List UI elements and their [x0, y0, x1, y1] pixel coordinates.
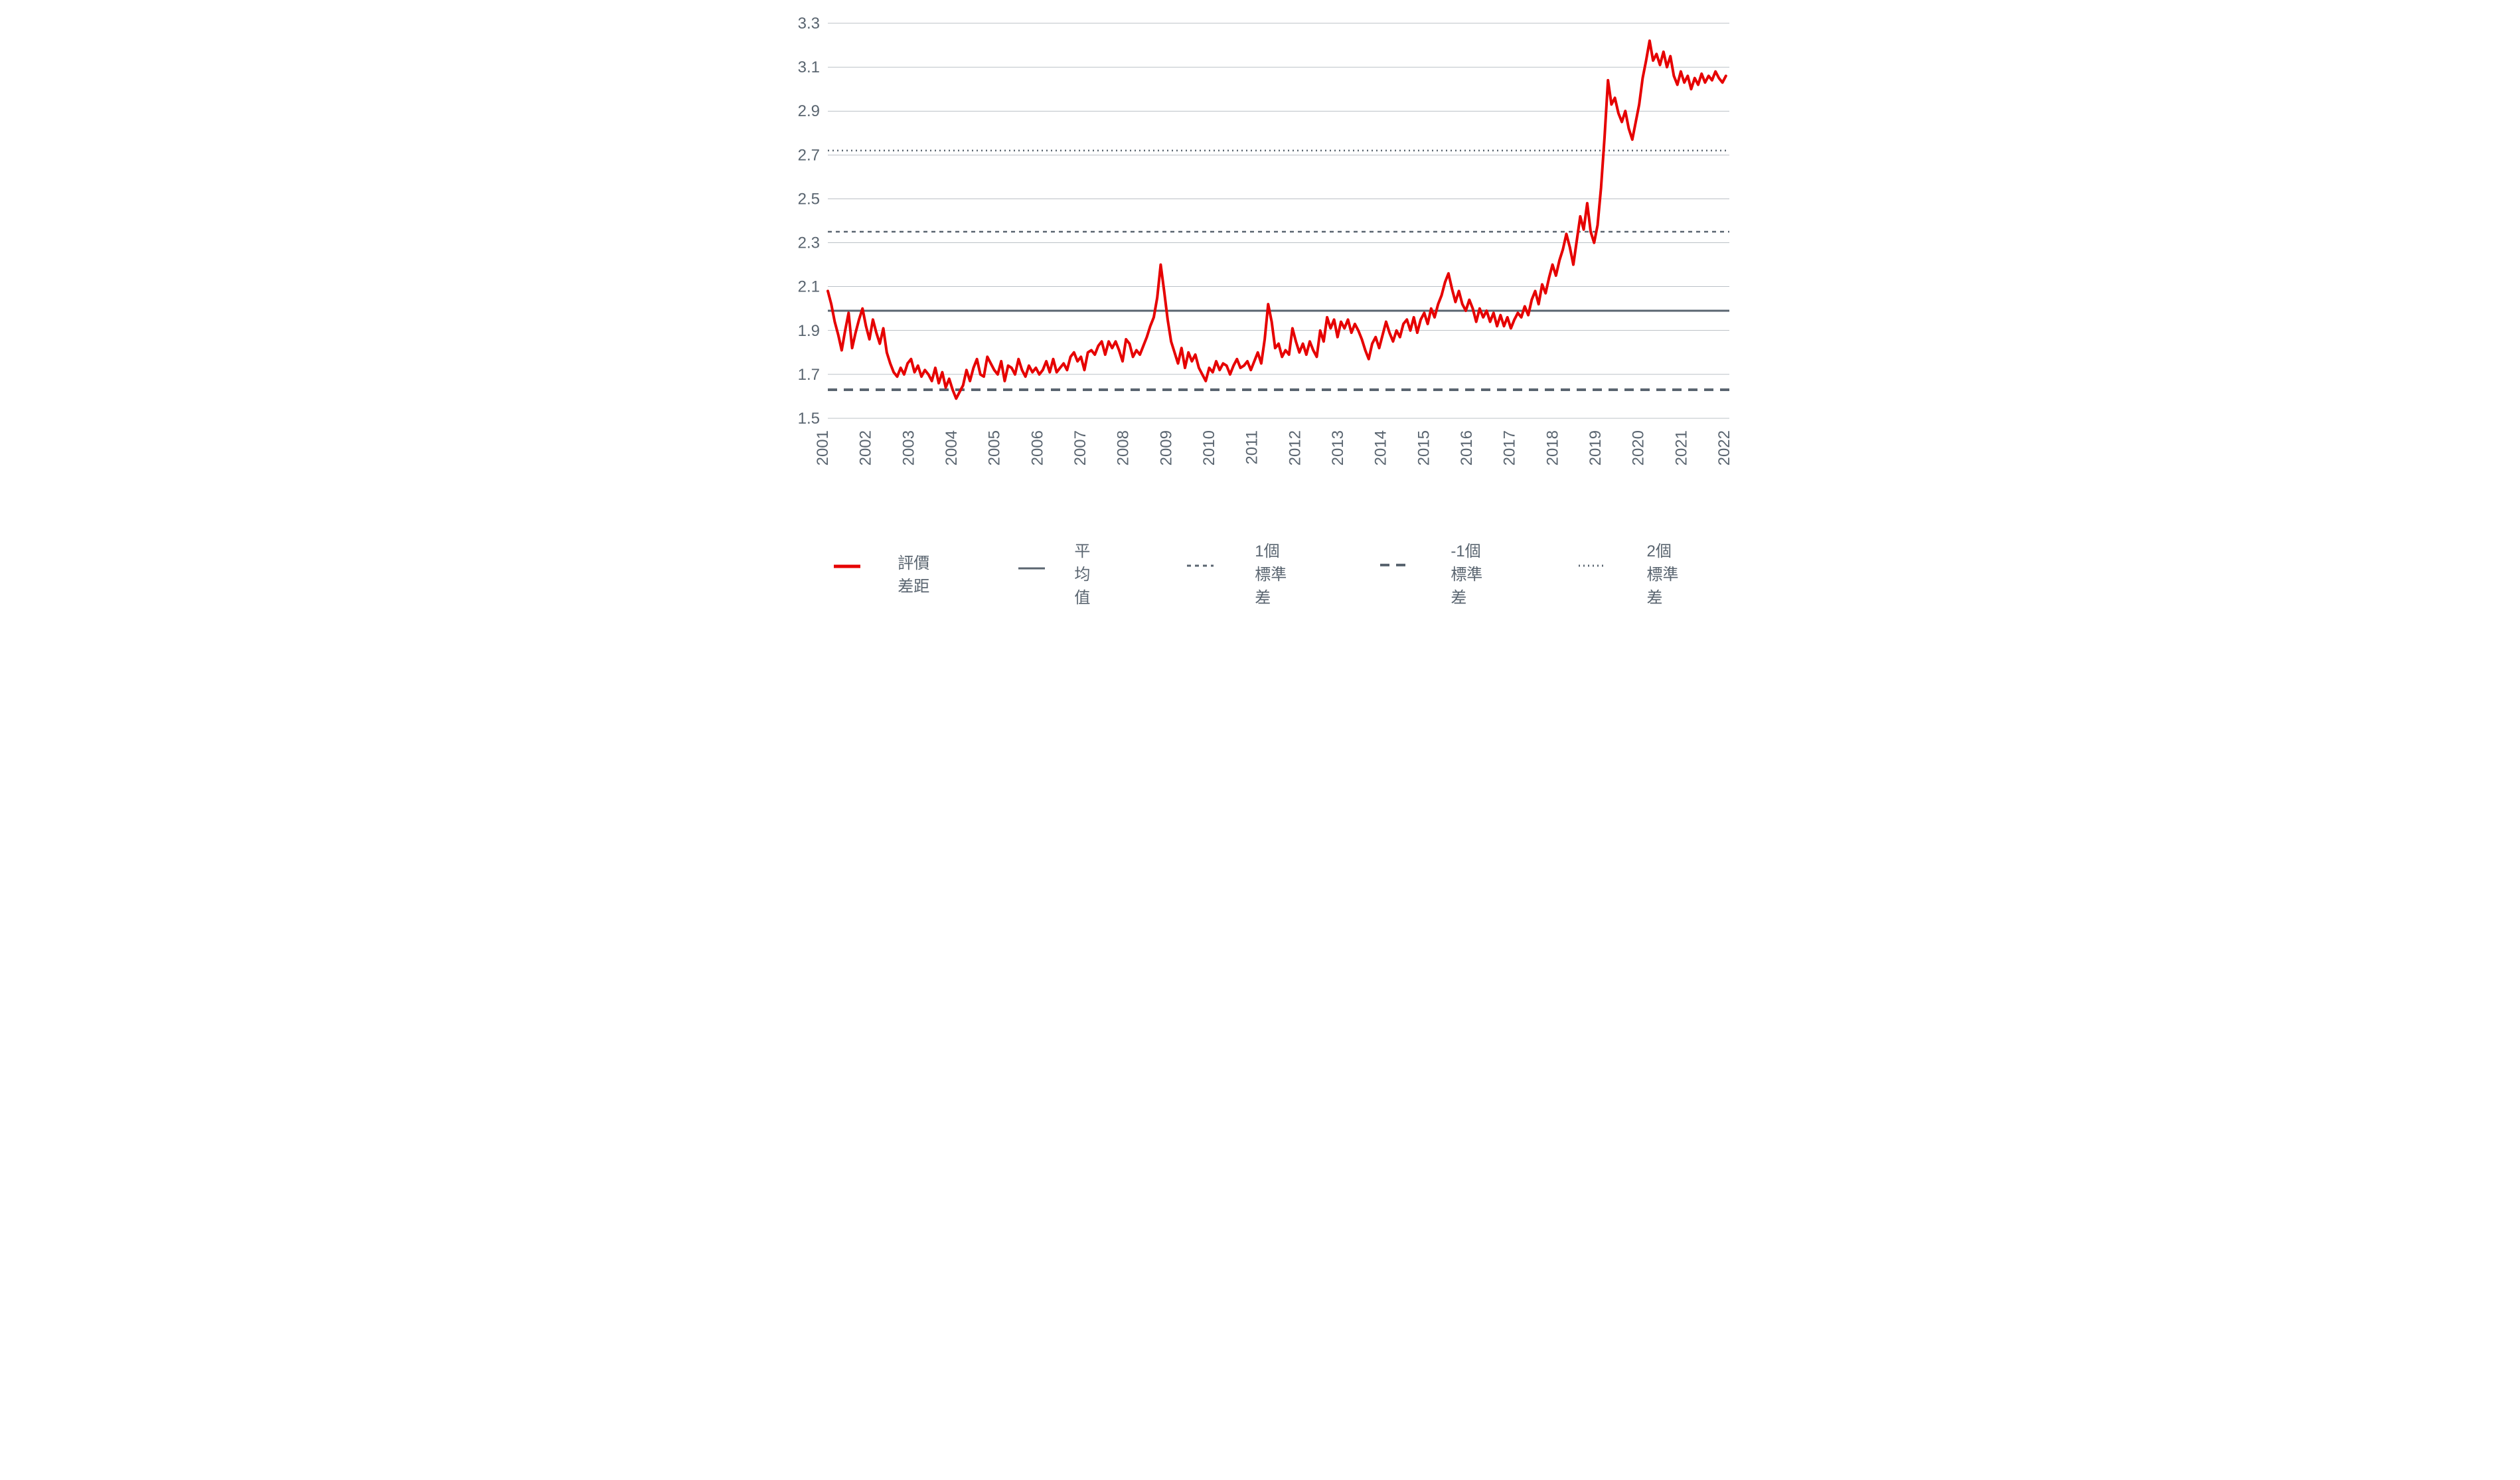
line-chart: 1.5 1.7 1.9 2.1 2.3 2.5 2.7 2.9 3.1 3.3 2001 2002 20… — [778, 13, 1743, 518]
x-tick-label: 2008 — [1114, 430, 1132, 465]
x-tick-label: 2013 — [1329, 430, 1347, 465]
x-tick-label: 2005 — [985, 430, 1003, 465]
x-tick-label: 2018 — [1543, 430, 1561, 465]
legend-label: 評價差距 — [898, 550, 933, 596]
legend-item: 評價差距 — [832, 550, 933, 596]
x-tick-label: 2015 — [1415, 430, 1433, 465]
x-tick-label: 2012 — [1286, 430, 1304, 465]
x-tick-label: 2002 — [856, 430, 874, 465]
x-tick-label: 2014 — [1372, 430, 1389, 465]
x-tick-label: 2022 — [1715, 430, 1733, 465]
y-tick-label: 2.3 — [797, 234, 819, 252]
legend-swatch — [1017, 562, 1066, 584]
y-tick-label: 2.9 — [797, 102, 819, 120]
x-tick-label: 2010 — [1200, 430, 1218, 465]
y-tick-label: 3.1 — [797, 58, 819, 76]
x-tick-label: 2011 — [1243, 430, 1261, 465]
legend-item: 平均值 — [1017, 538, 1102, 608]
legend-item: -1個標準差 — [1379, 538, 1494, 608]
x-tick-label: 2004 — [943, 430, 961, 465]
legend-label: -1個標準差 — [1451, 538, 1494, 608]
legend-label: 2個標準差 — [1647, 538, 1688, 608]
legend-label: 1個標準差 — [1255, 538, 1295, 608]
x-tick-label: 2021 — [1672, 430, 1690, 465]
y-tick-label: 3.3 — [797, 15, 819, 33]
legend-swatch — [1577, 559, 1638, 587]
legend-item: 2個標準差 — [1577, 538, 1687, 608]
y-tick-label: 2.1 — [797, 278, 819, 296]
x-tick-label: 2019 — [1587, 430, 1605, 465]
y-tick-label: 1.5 — [797, 410, 819, 428]
chart-container: 1.5 1.7 1.9 2.1 2.3 2.5 2.7 2.9 3.1 3.3 2001 2002 20… — [778, 13, 1743, 608]
legend-swatch — [1186, 559, 1247, 587]
y-tick-label: 1.7 — [797, 366, 819, 384]
x-tick-label: 2006 — [1028, 430, 1046, 465]
y-tick-label: 2.7 — [797, 146, 819, 164]
y-tick-label: 2.5 — [797, 190, 819, 208]
x-tick-label: 2003 — [900, 430, 917, 465]
legend-item: 1個標準差 — [1186, 538, 1295, 608]
legend-swatch — [832, 560, 890, 586]
legend-swatch — [1379, 558, 1443, 588]
x-tick-label: 2009 — [1157, 430, 1175, 465]
y-tick-label: 1.9 — [797, 322, 819, 340]
x-tick-label: 2016 — [1458, 430, 1476, 465]
x-tick-label: 2017 — [1500, 430, 1518, 465]
chart-legend: 評價差距 平均值 1個標準差 -1個標準差 2個標準差 — [778, 538, 1743, 608]
x-tick-label: 2020 — [1629, 430, 1647, 465]
valuation-gap-line — [828, 41, 1726, 398]
legend-label: 平均值 — [1074, 538, 1102, 608]
x-tick-label: 2001 — [814, 430, 832, 465]
x-tick-label: 2007 — [1071, 430, 1089, 465]
